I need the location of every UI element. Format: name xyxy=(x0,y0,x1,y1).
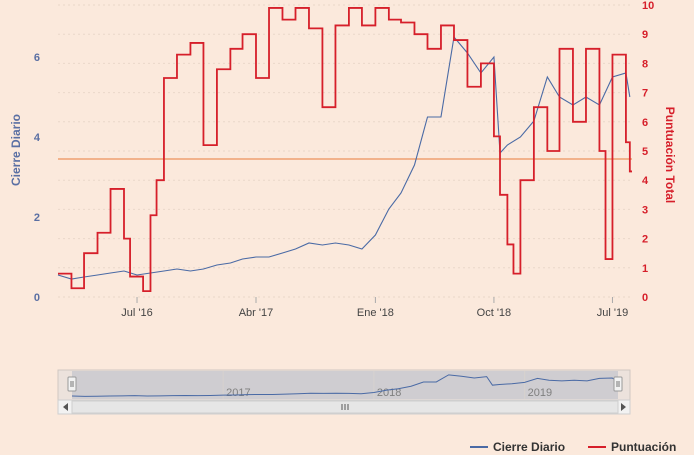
plot-gridlines xyxy=(58,4,632,298)
navigator-labels: 2017 2018 2019 xyxy=(222,371,552,399)
y-left-tick-label: 0 xyxy=(34,292,40,304)
y-left-tick-label: 6 xyxy=(34,52,40,64)
y-left-tick-label: 4 xyxy=(34,132,41,144)
y-axis-left-title: Cierre Diario xyxy=(9,114,23,186)
y-right-tick-label: 6 xyxy=(642,117,648,129)
y-right-tick-label: 1 xyxy=(642,263,648,275)
series-line-1 xyxy=(58,7,632,293)
y-axis-right-title: Puntuación Total xyxy=(663,107,677,203)
grip-icon xyxy=(341,404,349,410)
y-axis-left: 0 2 4 6 xyxy=(34,52,41,304)
y-right-tick-label: 8 xyxy=(642,58,648,70)
navigator-year-label: 2019 xyxy=(528,387,552,399)
y-right-tick-label: 7 xyxy=(642,88,648,100)
legend-label-cierre: Cierre Diario xyxy=(493,440,565,454)
y-right-tick-label: 9 xyxy=(642,29,648,41)
navigator-selection[interactable] xyxy=(72,371,618,399)
x-tick-label: Jul '16 xyxy=(121,307,152,319)
y-right-tick-label: 2 xyxy=(642,234,648,246)
arrow-right-icon[interactable] xyxy=(621,403,626,411)
series-layer xyxy=(57,7,632,293)
legend-item-puntuacion[interactable]: Puntuación xyxy=(588,440,676,454)
x-tick-label: Ene '18 xyxy=(357,307,394,319)
legend-label-puntuacion: Puntuación xyxy=(611,440,676,454)
y-right-tick-label: 0 xyxy=(642,292,648,304)
navigator-series xyxy=(71,374,617,397)
series-line-0 xyxy=(57,35,631,280)
arrow-left-icon[interactable] xyxy=(63,403,68,411)
navigator[interactable]: 2017 2018 2019 xyxy=(57,369,631,415)
navigator-handle-left[interactable] xyxy=(67,376,77,392)
legend-item-cierre[interactable]: Cierre Diario xyxy=(470,440,565,454)
y-axis-right: 0 1 2 3 4 5 6 7 8 9 10 xyxy=(642,0,654,304)
x-axis: Jul '16 Abr '17 Ene '18 Oct '18 Jul '19 xyxy=(121,297,628,319)
x-tick-label: Oct '18 xyxy=(477,307,512,319)
navigator-year-label: 2017 xyxy=(226,387,250,399)
x-tick-label: Jul '19 xyxy=(597,307,628,319)
legend: Cierre Diario Puntuación xyxy=(470,440,676,454)
x-tick-label: Abr '17 xyxy=(239,307,274,319)
y-right-tick-label: 10 xyxy=(642,0,654,12)
y-right-tick-label: 4 xyxy=(642,175,649,187)
y-right-tick-label: 5 xyxy=(642,146,648,158)
navigator-handle-right[interactable] xyxy=(613,376,623,392)
y-right-tick-label: 3 xyxy=(642,204,648,216)
navigator-year-label: 2018 xyxy=(377,387,401,399)
y-left-tick-label: 2 xyxy=(34,212,40,224)
